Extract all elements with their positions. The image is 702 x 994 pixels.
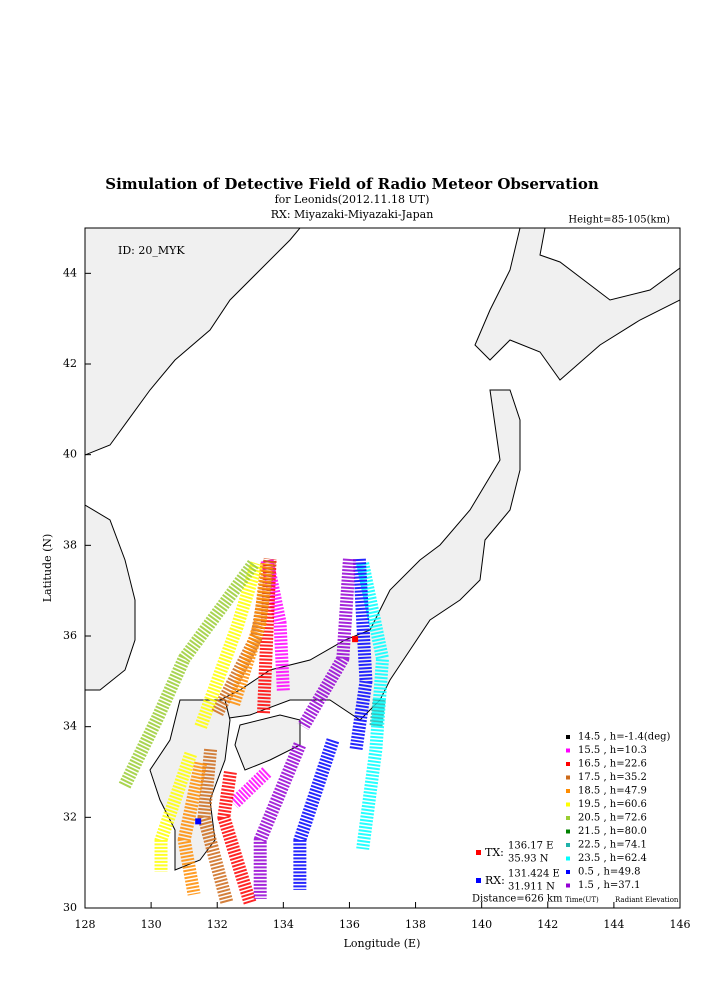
swaths bbox=[118, 557, 389, 906]
height-label: Height=85-105(km) bbox=[568, 215, 670, 226]
x-tick-label: 136 bbox=[339, 918, 360, 931]
legend-swatch bbox=[566, 775, 570, 780]
legend-swatch bbox=[566, 762, 570, 766]
station-marker bbox=[352, 636, 359, 643]
swath bbox=[369, 698, 386, 728]
station-lat: 31.911 N bbox=[508, 882, 555, 893]
y-tick-label: 40 bbox=[63, 448, 77, 461]
y-tick-label: 30 bbox=[63, 901, 77, 914]
legend-label: 18.5 , h=47.9 bbox=[578, 786, 647, 797]
station-name: RX: bbox=[485, 874, 505, 887]
legend-label: 16.5 , h=22.6 bbox=[578, 759, 647, 770]
x-axis-label: Longitude (E) bbox=[344, 937, 421, 950]
station-lat: 35.93 N bbox=[508, 854, 549, 865]
swath bbox=[227, 562, 274, 707]
legend-elevation-title: Radiant Elevation bbox=[615, 896, 679, 904]
swath bbox=[194, 561, 264, 729]
legend-swatch bbox=[566, 735, 570, 739]
x-tick-label: 140 bbox=[471, 918, 492, 931]
legend-swatch bbox=[566, 883, 570, 888]
y-tick-label: 32 bbox=[63, 810, 77, 823]
legend-label: 1.5 , h=37.1 bbox=[578, 880, 641, 891]
swath bbox=[197, 748, 234, 906]
swath bbox=[229, 767, 272, 809]
legend-label: 14.5 , h=-1.4(deg) bbox=[578, 732, 671, 743]
swath bbox=[293, 738, 340, 890]
legend-label: 17.5 , h=35.2 bbox=[578, 772, 647, 783]
id-label: ID: 20_MYK bbox=[118, 244, 185, 257]
legend-label: 0.5 , h=49.8 bbox=[578, 867, 641, 878]
swath bbox=[177, 761, 208, 896]
station-lon: 136.17 E bbox=[508, 841, 553, 852]
station-name: TX: bbox=[485, 846, 504, 859]
legend-swatch bbox=[566, 856, 570, 861]
station-lon: 131.424 E bbox=[508, 869, 560, 880]
legend-swatch bbox=[566, 802, 570, 807]
legend-swatch bbox=[566, 748, 570, 753]
plot-frame bbox=[84, 227, 681, 909]
y-tick-label: 38 bbox=[63, 538, 77, 551]
coastlines bbox=[85, 228, 680, 871]
station-legend-marker bbox=[476, 878, 481, 883]
x-tick-label: 144 bbox=[603, 918, 624, 931]
station-marker bbox=[195, 818, 202, 825]
swath bbox=[257, 558, 277, 714]
legend-swatch bbox=[566, 843, 570, 847]
x-tick-label: 130 bbox=[141, 918, 162, 931]
swath bbox=[297, 558, 356, 730]
subtitle: for Leonids(2012.11.18 UT) bbox=[275, 193, 430, 206]
x-tick-label: 128 bbox=[75, 918, 96, 931]
swath bbox=[260, 557, 290, 691]
legend-label: 20.5 , h=72.6 bbox=[578, 813, 647, 824]
y-tick-label: 34 bbox=[63, 720, 77, 733]
legend-label: 19.5 , h=60.6 bbox=[578, 799, 647, 810]
legend-swatch bbox=[566, 816, 570, 820]
swath bbox=[154, 751, 197, 872]
y-tick-label: 36 bbox=[63, 629, 77, 642]
swath bbox=[253, 742, 306, 899]
y-tick-label: 44 bbox=[63, 266, 77, 279]
swath bbox=[217, 771, 257, 906]
legend-swatch bbox=[566, 829, 570, 834]
station-legend-marker bbox=[476, 850, 481, 855]
legend-label: 15.5 , h=10.3 bbox=[578, 745, 647, 756]
y-axis-label: Latitude (N) bbox=[41, 534, 54, 603]
distance-label: Distance=626 km bbox=[472, 894, 563, 905]
legend-time-title: Time(UT) bbox=[565, 896, 599, 904]
receiver-label: RX: Miyazaki-Miyazaki-Japan bbox=[271, 208, 434, 221]
x-tick-label: 138 bbox=[405, 918, 426, 931]
x-tick-label: 146 bbox=[670, 918, 691, 931]
x-tick-label: 132 bbox=[207, 918, 228, 931]
y-tick-label: 42 bbox=[63, 357, 77, 370]
legend-label: 23.5 , h=62.4 bbox=[578, 853, 647, 864]
legend-label: 22.5 , h=74.1 bbox=[578, 840, 647, 851]
chart-title: Simulation of Detective Field of Radio M… bbox=[105, 175, 599, 193]
legend-swatch bbox=[566, 870, 570, 874]
x-tick-label: 134 bbox=[273, 918, 294, 931]
swath bbox=[211, 557, 277, 717]
legend-label: 21.5 , h=80.0 bbox=[578, 826, 647, 837]
x-tick-label: 142 bbox=[537, 918, 558, 931]
swath bbox=[349, 558, 373, 751]
legend-swatch bbox=[566, 789, 570, 793]
swath bbox=[356, 562, 389, 850]
